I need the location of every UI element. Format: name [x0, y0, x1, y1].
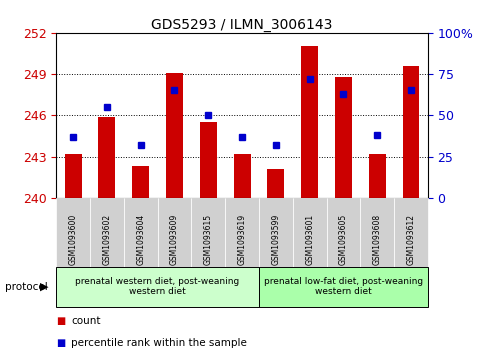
- Title: GDS5293 / ILMN_3006143: GDS5293 / ILMN_3006143: [151, 18, 332, 32]
- Text: GSM1093599: GSM1093599: [271, 214, 280, 265]
- Text: GSM1093600: GSM1093600: [68, 214, 78, 265]
- Bar: [402, 66, 419, 198]
- Text: count: count: [71, 316, 100, 326]
- Bar: [200, 122, 216, 198]
- Text: ■: ■: [56, 338, 65, 348]
- Bar: [334, 77, 351, 198]
- Bar: [233, 154, 250, 198]
- Text: GSM1093615: GSM1093615: [203, 214, 212, 265]
- Text: GSM1093605: GSM1093605: [338, 214, 347, 265]
- Text: protocol: protocol: [5, 282, 47, 292]
- Text: ■: ■: [56, 316, 65, 326]
- Text: prenatal low-fat diet, post-weaning
western diet: prenatal low-fat diet, post-weaning west…: [264, 277, 422, 297]
- Text: GSM1093619: GSM1093619: [237, 214, 246, 265]
- Bar: [132, 166, 149, 198]
- Bar: [267, 169, 284, 198]
- Bar: [64, 154, 81, 198]
- Text: GSM1093608: GSM1093608: [372, 214, 381, 265]
- Bar: [98, 117, 115, 198]
- Bar: [301, 46, 317, 198]
- Text: ▶: ▶: [40, 282, 48, 292]
- Bar: [166, 73, 183, 198]
- Text: GSM1093601: GSM1093601: [305, 214, 313, 265]
- Bar: [368, 154, 385, 198]
- Text: GSM1093609: GSM1093609: [170, 214, 179, 265]
- Text: GSM1093604: GSM1093604: [136, 214, 145, 265]
- Text: percentile rank within the sample: percentile rank within the sample: [71, 338, 246, 348]
- Text: GSM1093612: GSM1093612: [406, 214, 415, 265]
- Text: prenatal western diet, post-weaning
western diet: prenatal western diet, post-weaning west…: [75, 277, 239, 297]
- Text: GSM1093602: GSM1093602: [102, 214, 111, 265]
